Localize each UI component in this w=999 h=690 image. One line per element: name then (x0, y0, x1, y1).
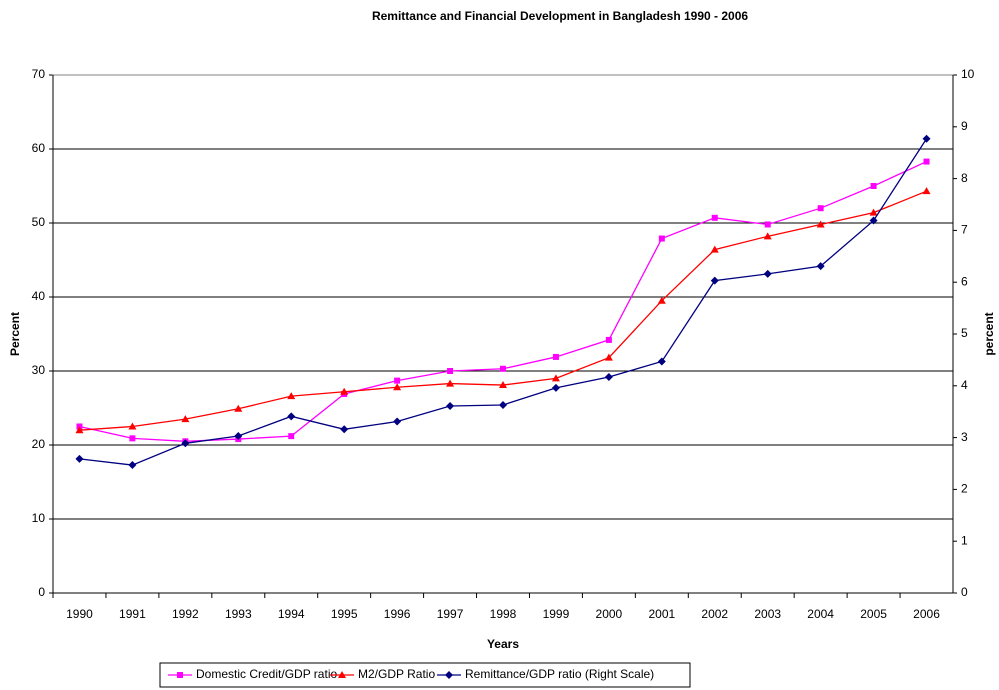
point (75, 454, 84, 463)
point (710, 276, 719, 285)
legend-label: M2/GDP Ratio (358, 667, 435, 681)
point (499, 381, 507, 389)
point (869, 216, 878, 225)
point (816, 262, 825, 271)
y-axis-label: Percent (8, 312, 22, 356)
x-axis-label: Years (487, 637, 519, 651)
x-tick-label: 1991 (119, 607, 146, 621)
point (340, 425, 349, 434)
y2-tick-label: 8 (961, 171, 968, 185)
point (446, 402, 455, 411)
point (552, 353, 559, 360)
point (551, 383, 560, 392)
y2-tick-label: 1 (961, 533, 968, 547)
point (551, 374, 560, 382)
point (922, 134, 931, 143)
point (128, 422, 137, 430)
point (181, 439, 190, 448)
point (763, 269, 772, 278)
x-tick-label: 2001 (648, 607, 675, 621)
chart-title: Remittance and Financial Development in … (372, 9, 748, 23)
x-tick-label: 2003 (754, 607, 781, 621)
y-tick-label: 30 (32, 363, 46, 377)
point (870, 183, 877, 189)
x-tick-label: 1990 (66, 607, 93, 621)
y-tick-label: 50 (32, 215, 46, 229)
x-tick-label: 1997 (437, 607, 464, 621)
point (604, 372, 613, 381)
x-tick-label: 1993 (225, 607, 252, 621)
legend-marker (338, 671, 346, 678)
y-tick-label: 20 (32, 437, 46, 451)
series-line (79, 160, 927, 442)
point (128, 461, 137, 470)
y-tick-label: 0 (38, 585, 45, 599)
x-tick-label: 1998 (490, 607, 517, 621)
x-tick-label: 1992 (172, 607, 199, 621)
series-line (79, 138, 928, 466)
point (129, 435, 136, 442)
y2-axis-label: percent (982, 312, 996, 355)
point (763, 232, 772, 240)
x-tick-label: 1996 (384, 607, 411, 621)
point (234, 404, 243, 412)
y2-tick-label: 10 (961, 67, 975, 81)
point (604, 353, 613, 361)
point (710, 245, 719, 253)
legend-label: Remittance/GDP ratio (Right Scale) (465, 667, 654, 681)
point (657, 357, 666, 366)
x-tick-label: 1999 (543, 607, 570, 621)
point (394, 377, 401, 384)
point (817, 205, 824, 212)
point (393, 417, 402, 426)
point (447, 368, 454, 374)
point (711, 214, 718, 221)
point (181, 415, 190, 423)
x-tick-label: 1995 (331, 607, 358, 621)
y2-tick-label: 5 (961, 326, 968, 340)
point (605, 336, 612, 343)
point (657, 296, 666, 304)
y2-tick-label: 2 (961, 482, 968, 496)
x-tick-label: 2006 (913, 607, 940, 621)
x-tick-label: 2005 (860, 607, 887, 621)
x-tick-label: 2000 (596, 607, 623, 621)
point (816, 220, 825, 228)
legend-box (159, 662, 691, 688)
x-tick-label: 1994 (278, 607, 305, 621)
legend-label: Domestic Credit/GDP ratio (196, 667, 337, 681)
legend-marker (177, 672, 183, 678)
point (922, 187, 931, 195)
point (446, 379, 455, 387)
point (499, 400, 507, 409)
x-tick-label: 2004 (807, 607, 834, 621)
point (75, 426, 84, 434)
point (287, 392, 296, 400)
point (393, 383, 402, 391)
y-tick-label: 40 (32, 289, 46, 303)
series-line (79, 190, 927, 431)
point (288, 433, 295, 440)
y2-tick-label: 6 (961, 274, 968, 288)
point (764, 221, 771, 228)
y2-tick-label: 4 (961, 378, 968, 392)
point (340, 387, 349, 395)
y2-tick-label: 3 (961, 430, 968, 444)
y-tick-label: 60 (32, 141, 46, 155)
point (500, 365, 506, 372)
y2-tick-label: 7 (961, 223, 968, 237)
point (234, 432, 243, 441)
y2-tick-label: 0 (961, 585, 968, 599)
y-tick-label: 10 (32, 511, 46, 525)
y2-tick-label: 9 (961, 119, 968, 133)
point (923, 158, 930, 165)
plot-frame (52, 74, 954, 594)
point (658, 235, 665, 242)
point (869, 208, 878, 216)
point (287, 412, 296, 421)
x-tick-label: 2002 (701, 607, 728, 621)
y-tick-label: 70 (32, 67, 46, 81)
legend-marker (445, 671, 453, 679)
